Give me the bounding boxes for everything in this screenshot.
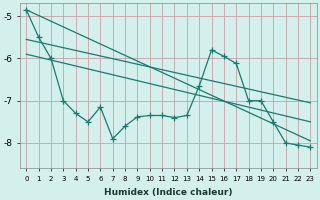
- X-axis label: Humidex (Indice chaleur): Humidex (Indice chaleur): [104, 188, 233, 197]
